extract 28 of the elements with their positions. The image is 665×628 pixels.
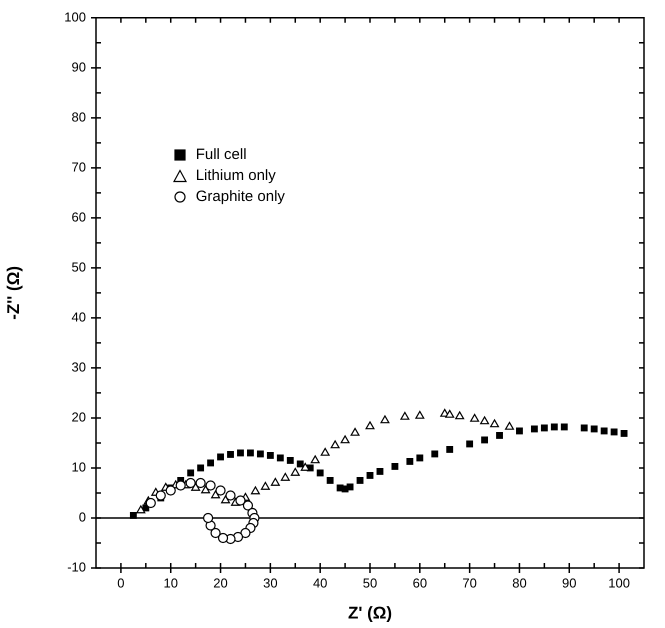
y-tick-label: 100 xyxy=(64,9,86,24)
x-tick-label: 40 xyxy=(312,575,328,590)
x-axis-title: Z' (Ω) xyxy=(348,603,392,622)
x-tick-label: 20 xyxy=(213,575,228,590)
x-tick-label: 0 xyxy=(117,575,125,590)
y-tick-label: -10 xyxy=(67,560,86,575)
y-tick-label: 10 xyxy=(72,460,86,475)
y-tick-label: 70 xyxy=(72,159,86,174)
y-tick-label: 60 xyxy=(72,209,86,224)
x-tick-label: 60 xyxy=(412,575,428,590)
x-tick-label: 80 xyxy=(512,575,527,590)
y-tick-label: 40 xyxy=(72,309,86,324)
x-tick-label: 50 xyxy=(362,575,378,590)
y-tick-label: 90 xyxy=(72,59,86,74)
y-tick-label: 80 xyxy=(72,109,86,124)
x-tick-label: 70 xyxy=(462,575,477,590)
legend-label: Lithium only xyxy=(196,166,276,186)
y-tick-label: 50 xyxy=(72,259,86,274)
y-tick-label: 30 xyxy=(72,360,86,375)
y-tick-label: 20 xyxy=(72,410,86,425)
y-axis-title: -Z'' (Ω) xyxy=(4,266,23,320)
x-tick-label: 30 xyxy=(263,575,278,590)
x-tick-label: 90 xyxy=(562,575,577,590)
legend-label: Graphite only xyxy=(196,187,285,208)
x-tick-label: 10 xyxy=(163,575,178,590)
y-tick-label: 0 xyxy=(78,510,86,525)
x-tick-label: 100 xyxy=(608,575,630,590)
legend-label: Full cell xyxy=(196,145,247,166)
